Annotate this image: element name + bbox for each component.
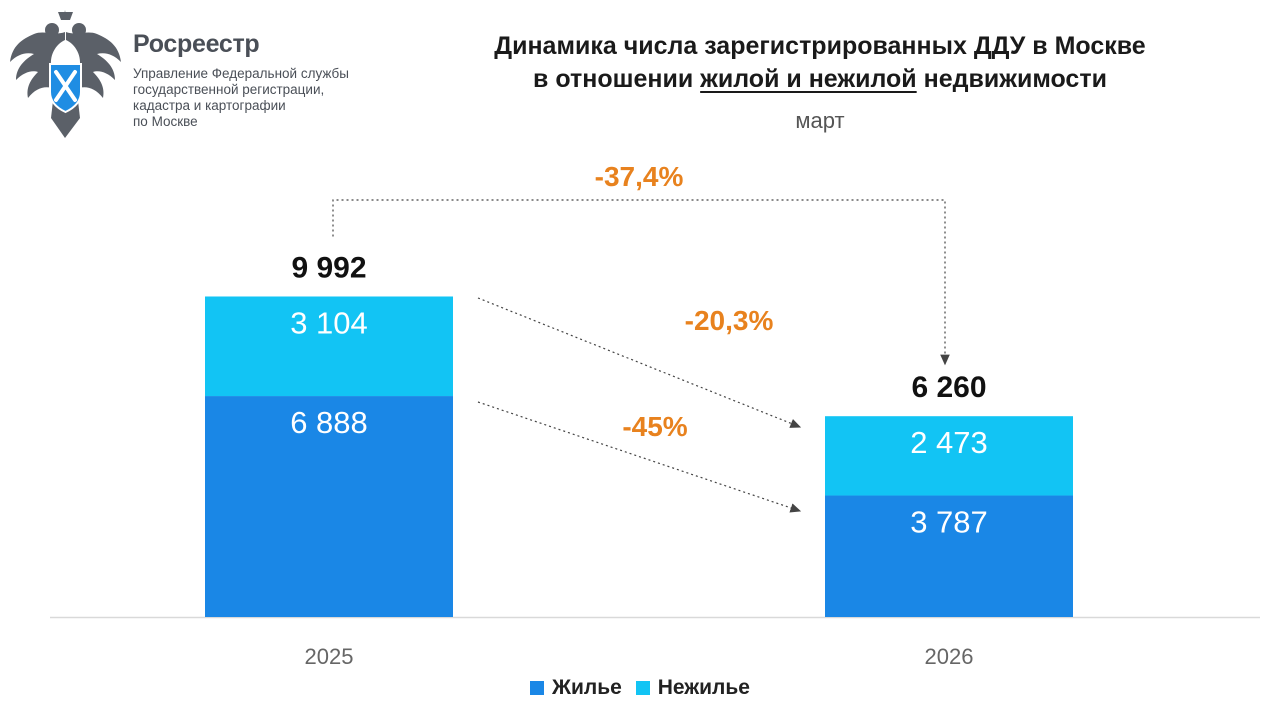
chart-title: Динамика числа зарегистрированных ДДУ в … bbox=[420, 30, 1220, 96]
data-label-residential: 3 787 bbox=[910, 505, 988, 540]
org-subtitle-line: государственной регистрации, bbox=[133, 82, 325, 97]
bar-nonresidential bbox=[205, 296, 453, 397]
data-label-nonresidential: 2 473 bbox=[910, 425, 988, 460]
change-label-total: -37,4% bbox=[595, 161, 684, 192]
total-label: 6 260 bbox=[911, 371, 986, 404]
org-subtitle-line: по Москве bbox=[133, 114, 198, 129]
org-name: Росреестр bbox=[133, 30, 260, 58]
legend-item-nonresidential: Нежилье bbox=[635, 676, 750, 700]
bar-nonresidential bbox=[825, 416, 1073, 496]
title-prefix: в отношении bbox=[533, 65, 701, 93]
org-subtitle-line: кадастра и картографии bbox=[133, 98, 286, 113]
legend-swatch-nonresidential bbox=[635, 681, 650, 695]
title-underlined: жилой и нежилой bbox=[700, 65, 917, 93]
residential-change-arrow bbox=[477, 401, 802, 513]
x-tick-label: 2025 bbox=[305, 644, 354, 669]
data-label-nonresidential: 3 104 bbox=[290, 305, 368, 340]
title-suffix: недвижимости bbox=[916, 65, 1107, 93]
legend-label-residential: Жилье bbox=[552, 676, 622, 699]
change-label-nonresidential: -20,3% bbox=[685, 305, 774, 336]
legend-swatch-residential bbox=[530, 681, 545, 695]
org-subtitle-line: Управление Федеральной службы bbox=[133, 66, 349, 81]
bar-residential bbox=[825, 495, 1073, 617]
chart-title-line2: в отношении жилой и нежилой недвижимости bbox=[420, 63, 1220, 96]
total-change-arrow bbox=[332, 199, 950, 366]
bar-residential bbox=[205, 396, 453, 617]
data-label-residential: 6 888 bbox=[290, 405, 368, 440]
x-tick-label: 2026 bbox=[925, 644, 974, 669]
legend: Жилье Нежилье bbox=[0, 676, 1280, 701]
legend-label-nonresidential: Нежилье bbox=[657, 676, 750, 699]
chart-title-line1: Динамика числа зарегистрированных ДДУ в … bbox=[494, 32, 1146, 60]
chart-subtitle: март bbox=[795, 108, 845, 133]
legend-item-residential: Жилье bbox=[530, 676, 622, 700]
total-label: 9 992 bbox=[291, 251, 366, 284]
change-label-residential: -45% bbox=[622, 411, 687, 442]
rosreestr-emblem-icon bbox=[10, 10, 121, 138]
